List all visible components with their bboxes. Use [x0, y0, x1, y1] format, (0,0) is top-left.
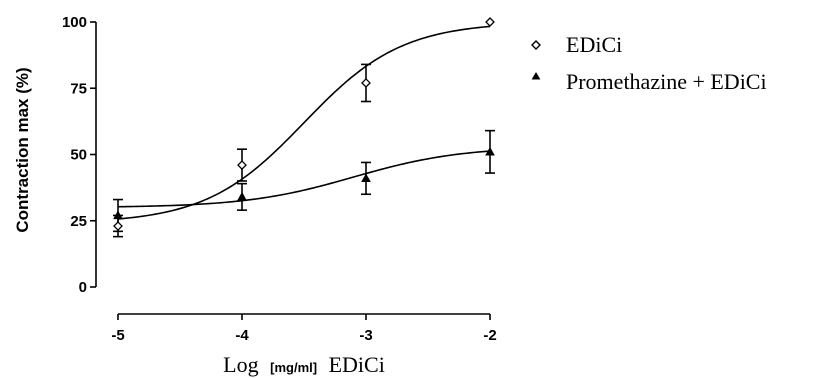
data-point-promethazine-edici — [113, 210, 123, 220]
y-tick-label: 100 — [62, 14, 87, 31]
data-point-promethazine-edici — [361, 173, 371, 183]
x-axis-label-unit: [mg/ml] — [270, 360, 317, 375]
data-point-promethazine-edici — [485, 146, 495, 156]
legend-filled-triangle-icon — [531, 72, 541, 80]
data-point-edici — [237, 160, 247, 171]
fit-curves — [117, 25, 491, 220]
x-axis-label: Log [mg/ml] EDiCi — [223, 352, 385, 377]
data-point-edici — [113, 221, 123, 231]
data-markers — [113, 17, 495, 231]
legend-open-diamond-icon — [531, 40, 541, 50]
data-point-edici — [361, 78, 371, 88]
fit-curve-series-1 — [117, 150, 491, 208]
x-tick-label: -4 — [235, 327, 249, 344]
x-axis-label-name: EDiCi — [329, 352, 385, 377]
y-tick-label: 50 — [70, 147, 87, 164]
fit-curve-series-0 — [117, 25, 491, 220]
x-tick-label: -5 — [111, 327, 124, 344]
legend: EDiCi Promethazine + EDiCi — [531, 32, 767, 94]
y-tick-label: 75 — [70, 80, 87, 97]
x-axis: -5 -4 -3 -2 — [111, 313, 497, 344]
legend-label-edici: EDiCi — [566, 32, 622, 57]
y-tick-label: 0 — [79, 279, 87, 296]
y-tick-label: 25 — [70, 213, 87, 230]
x-axis-label-log: Log — [223, 352, 258, 377]
y-axis-label: Contraction max (%) — [13, 67, 32, 232]
x-tick-label: -3 — [359, 327, 372, 344]
y-axis: 0 25 50 75 100 — [62, 14, 97, 296]
data-point-promethazine-edici — [237, 191, 247, 201]
data-point-edici — [485, 17, 495, 27]
x-tick-label: -2 — [483, 327, 496, 344]
legend-item-edici: EDiCi — [531, 32, 622, 57]
legend-label-promethazine-edici: Promethazine + EDiCi — [566, 69, 767, 94]
legend-item-promethazine-edici: Promethazine + EDiCi — [531, 69, 767, 94]
